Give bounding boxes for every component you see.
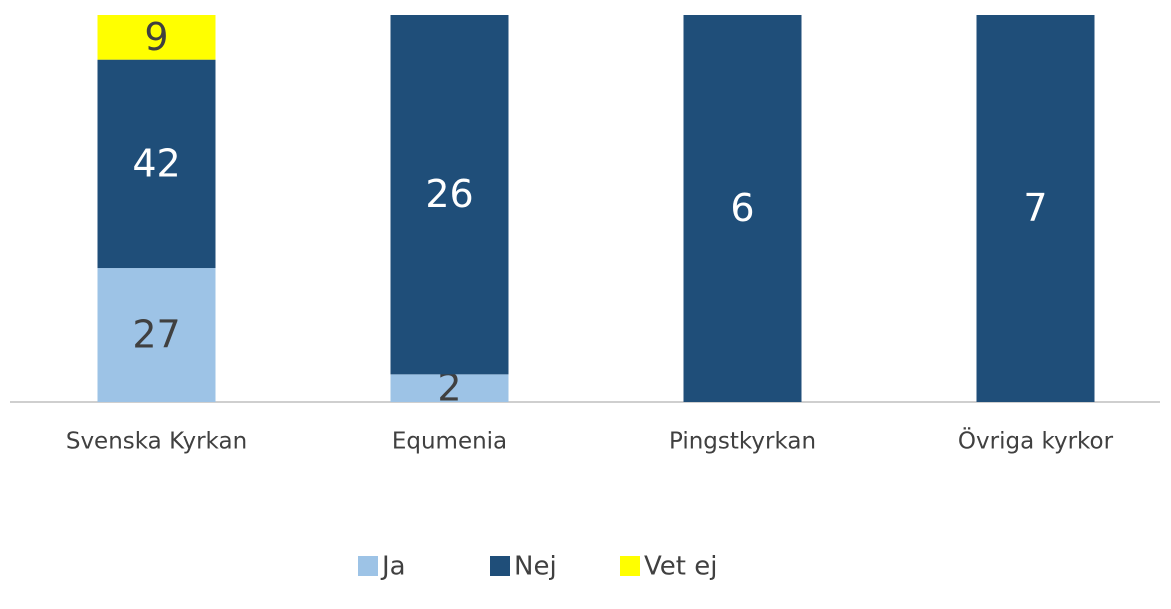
data-label: 6 [730, 186, 754, 230]
legend-label: Vet ej [644, 552, 717, 582]
x-tick-label: Equmenia [392, 429, 507, 455]
data-label: 27 [132, 313, 180, 357]
data-label: 42 [132, 141, 180, 185]
x-tick-label: Svenska Kyrkan [66, 429, 247, 455]
bar-segment [390, 15, 509, 375]
legend-swatch [358, 556, 378, 576]
data-label: 9 [144, 15, 168, 59]
legend-swatch [490, 556, 510, 576]
legend-label: Nej [514, 552, 557, 582]
bar-segment [390, 374, 509, 402]
legend-label: Ja [380, 552, 406, 582]
bar-segment [97, 59, 216, 269]
x-tick-label: Pingstkyrkan [669, 429, 816, 455]
x-tick-label: Övriga kyrkor [958, 427, 1114, 455]
bar-segment [97, 15, 216, 60]
bar-segment [97, 268, 216, 402]
data-label: 26 [425, 172, 473, 216]
legend-swatch [620, 556, 640, 576]
bar-segment [976, 15, 1095, 402]
bar-segment [683, 15, 802, 402]
data-label: 7 [1023, 186, 1047, 230]
